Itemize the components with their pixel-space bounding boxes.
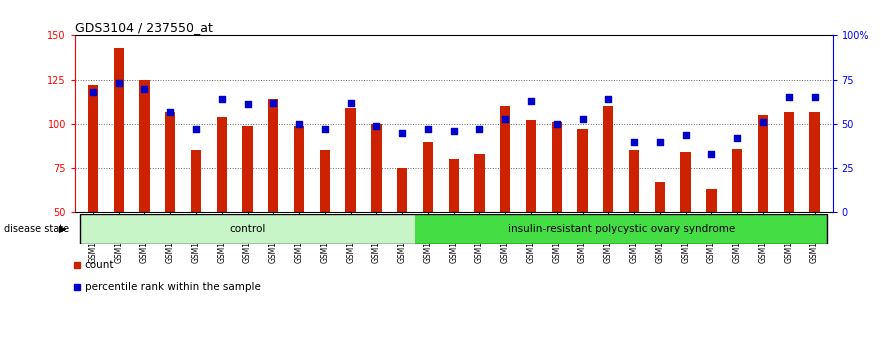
Bar	[732, 149, 743, 212]
Point	[266, 100, 280, 105]
Bar	[680, 152, 691, 212]
Bar	[655, 182, 665, 212]
Bar	[371, 124, 381, 212]
Bar	[474, 154, 485, 212]
Bar	[415, 214, 827, 244]
Bar	[80, 214, 415, 244]
Point	[163, 109, 177, 114]
Point	[781, 95, 796, 100]
Point	[756, 119, 770, 125]
Point	[395, 130, 409, 136]
Point	[627, 139, 641, 144]
Bar	[345, 108, 356, 212]
Bar	[577, 129, 588, 212]
Point	[678, 132, 692, 137]
Point	[137, 86, 152, 91]
Point	[292, 121, 306, 127]
Bar	[165, 112, 175, 212]
Point	[215, 96, 229, 102]
Text: control: control	[229, 224, 266, 234]
Point	[499, 116, 513, 121]
Point	[705, 151, 719, 157]
Bar	[526, 120, 537, 212]
Point	[369, 123, 383, 129]
Point	[550, 121, 564, 127]
Bar	[448, 159, 459, 212]
Point	[602, 96, 616, 102]
Bar	[268, 99, 278, 212]
Text: ▶: ▶	[58, 224, 66, 234]
Text: percentile rank within the sample: percentile rank within the sample	[85, 282, 261, 292]
Bar	[88, 85, 98, 212]
Bar	[629, 150, 640, 212]
Point	[85, 89, 100, 95]
Bar	[320, 150, 330, 212]
Bar	[191, 150, 201, 212]
Bar	[217, 117, 227, 212]
Point	[421, 126, 435, 132]
Point	[241, 102, 255, 107]
Text: count: count	[85, 260, 114, 270]
Bar	[552, 122, 562, 212]
Bar	[707, 189, 716, 212]
Bar	[500, 106, 510, 212]
Point	[189, 126, 203, 132]
Point	[653, 139, 667, 144]
Bar	[294, 126, 304, 212]
Point	[472, 126, 486, 132]
Point	[808, 95, 822, 100]
Point	[344, 100, 358, 105]
Bar	[114, 48, 124, 212]
Text: insulin-resistant polycystic ovary syndrome: insulin-resistant polycystic ovary syndr…	[507, 224, 735, 234]
Point	[730, 135, 744, 141]
Bar	[810, 112, 819, 212]
Bar	[783, 112, 794, 212]
Bar	[603, 106, 613, 212]
Text: disease state: disease state	[4, 224, 70, 234]
Point	[524, 98, 538, 104]
Bar	[242, 126, 253, 212]
Point	[112, 80, 126, 86]
Point	[447, 128, 461, 134]
Point	[575, 116, 589, 121]
Bar	[758, 115, 768, 212]
Bar	[397, 168, 407, 212]
Bar	[423, 142, 433, 212]
Text: GDS3104 / 237550_at: GDS3104 / 237550_at	[75, 21, 212, 34]
Bar	[139, 80, 150, 212]
Point	[318, 126, 332, 132]
